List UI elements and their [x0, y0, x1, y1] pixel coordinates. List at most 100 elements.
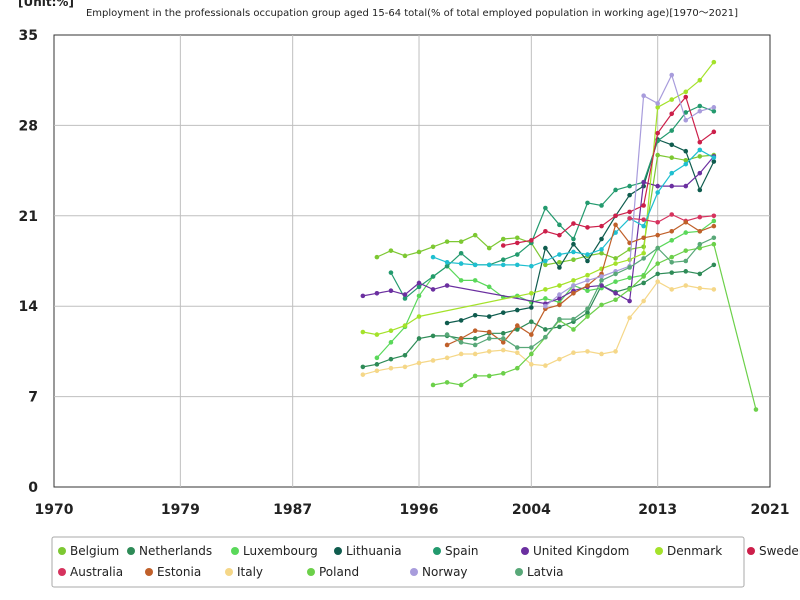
data-point: [697, 214, 703, 220]
y-axis: 0 7 14 21 28 35: [19, 28, 39, 496]
data-point: [683, 269, 689, 274]
chart-title: Employment in the professionals occupati…: [86, 8, 738, 19]
data-point: [711, 241, 717, 247]
legend-marker: [410, 568, 418, 576]
x-tick-label: 1996: [400, 502, 439, 518]
data-point: [402, 352, 408, 358]
data-point: [753, 407, 759, 412]
data-point: [430, 254, 436, 260]
data-point: [388, 340, 394, 345]
data-point: [402, 364, 408, 370]
data-point: [557, 316, 562, 322]
data-point: [388, 328, 394, 334]
data-point: [571, 327, 576, 332]
data-point: [585, 258, 590, 264]
data-point: [374, 290, 380, 296]
x-tick-label: 1970: [35, 502, 74, 518]
data-point: [374, 254, 380, 260]
data-point: [514, 307, 520, 313]
legend-marker: [58, 568, 66, 576]
legend-item: Netherlands: [127, 544, 212, 558]
data-point: [697, 228, 703, 234]
data-point: [585, 272, 590, 278]
data-point: [486, 349, 492, 354]
legend-item: Sweden: [747, 544, 800, 558]
data-point: [557, 222, 562, 228]
data-point: [683, 219, 689, 225]
data-point: [571, 316, 576, 322]
data-point: [514, 327, 520, 332]
legend-label: Norway: [422, 565, 468, 579]
data-point: [416, 249, 422, 255]
x-tick-label: 2004: [512, 502, 551, 518]
y-tick-label: 28: [19, 118, 38, 134]
series-latvia: [444, 235, 717, 350]
legend-marker: [655, 547, 663, 555]
data-point: [486, 262, 492, 268]
legend-label: Latvia: [527, 565, 564, 579]
legend: Belgium Netherlands Luxembourg Lithuania Spa…: [51, 536, 800, 588]
data-point: [655, 101, 660, 106]
data-point: [585, 349, 590, 354]
x-tick-label: 2013: [638, 502, 677, 518]
data-point: [529, 362, 534, 367]
data-point: [599, 351, 604, 357]
legend-marker: [231, 547, 239, 555]
data-point: [514, 262, 520, 268]
legend-item: United Kingdom: [521, 544, 629, 558]
series-layer: [360, 59, 759, 412]
data-point: [669, 72, 675, 78]
data-point: [500, 340, 506, 345]
data-point: [585, 278, 590, 283]
data-point: [557, 324, 562, 330]
data-point: [416, 314, 422, 319]
legend-item: Latvia: [515, 565, 564, 579]
data-point: [557, 259, 562, 265]
data-point: [641, 250, 646, 256]
series-poland: [430, 241, 759, 412]
data-point: [388, 248, 394, 253]
legend-item: Italy: [225, 565, 263, 579]
data-point: [627, 298, 632, 304]
data-point: [599, 223, 604, 229]
data-point: [543, 245, 548, 251]
data-point: [557, 356, 562, 362]
series-line: [503, 95, 715, 247]
data-point: [655, 105, 660, 110]
data-point: [529, 345, 534, 350]
data-point: [472, 278, 478, 283]
data-point: [500, 236, 506, 242]
data-point: [360, 372, 366, 377]
data-point: [669, 270, 675, 275]
data-point: [655, 183, 660, 189]
data-point: [557, 296, 562, 301]
data-point: [529, 263, 534, 269]
legend-item: Estonia: [145, 565, 201, 579]
data-point: [627, 192, 632, 198]
legend-label: Netherlands: [139, 544, 212, 558]
data-point: [697, 245, 703, 251]
data-point: [557, 232, 562, 238]
data-point: [683, 94, 689, 100]
data-point: [613, 271, 618, 277]
data-point: [430, 287, 436, 292]
data-point: [543, 258, 548, 264]
data-point: [388, 270, 394, 275]
data-point: [585, 314, 590, 319]
data-point: [641, 256, 646, 261]
data-point: [444, 263, 450, 269]
data-point: [683, 117, 689, 123]
data-point: [655, 271, 660, 277]
data-point: [669, 228, 675, 234]
data-point: [697, 170, 703, 176]
data-point: [472, 312, 478, 318]
data-point: [627, 315, 632, 321]
data-point: [683, 89, 689, 95]
data-point: [711, 105, 717, 110]
series-spain: [388, 103, 717, 301]
legend-item: Poland: [307, 565, 359, 579]
data-point: [529, 332, 534, 337]
data-point: [472, 262, 478, 268]
data-point: [599, 278, 604, 283]
